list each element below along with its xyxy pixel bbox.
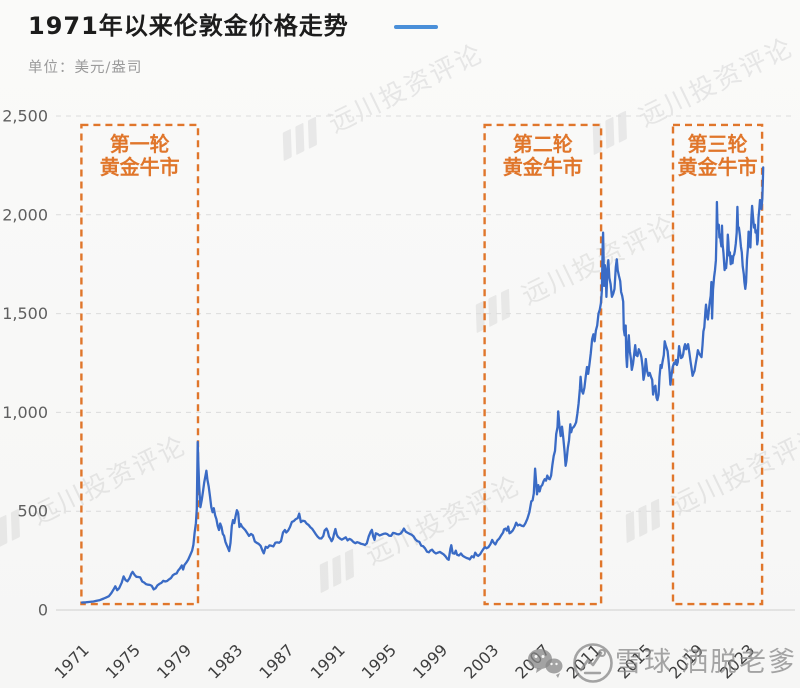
social-watermark: 雪球 洒脱老爹 (527, 641, 797, 685)
page-title: 1971年以来伦敦金价格走势 (28, 12, 349, 40)
title-accent-line (394, 25, 438, 29)
bull-market-box (671, 123, 764, 606)
x-axis-label: 1979 (153, 640, 195, 682)
x-axis-label: 1991 (307, 640, 349, 682)
platform-name: 雪球 (615, 647, 673, 678)
bull-market-label: 第二轮黄金牛市 (503, 132, 583, 179)
x-axis-label: 2003 (460, 640, 502, 682)
x-axis-label: 1995 (358, 640, 400, 682)
y-axis-label: 2,500 (2, 107, 48, 126)
xueqiu-logo (573, 643, 613, 683)
x-axis-label: 1999 (409, 640, 451, 682)
x-axis-label: 1971 (51, 640, 93, 682)
unit-label: 单位：美元/盎司 (28, 60, 143, 76)
y-axis-label: 1,500 (2, 304, 48, 323)
bull-market-label: 第三轮黄金牛市 (678, 132, 758, 179)
gold-price-line (80, 166, 765, 604)
bull-market-label: 第一轮黄金牛市 (100, 132, 180, 179)
username: 洒脱老爹 (681, 647, 797, 678)
y-axis-label: 0 (38, 601, 48, 620)
x-axis-label: 1983 (204, 640, 246, 682)
y-axis-label: 1,000 (2, 403, 48, 422)
x-axis-label: 1975 (102, 640, 144, 682)
bull-market-box (80, 123, 200, 606)
y-axis-label: 500 (17, 502, 48, 521)
x-axis-label: 1987 (255, 640, 297, 682)
wechat-icon (528, 649, 563, 678)
bull-market-box (483, 123, 603, 606)
y-axis-label: 2,000 (2, 205, 48, 224)
